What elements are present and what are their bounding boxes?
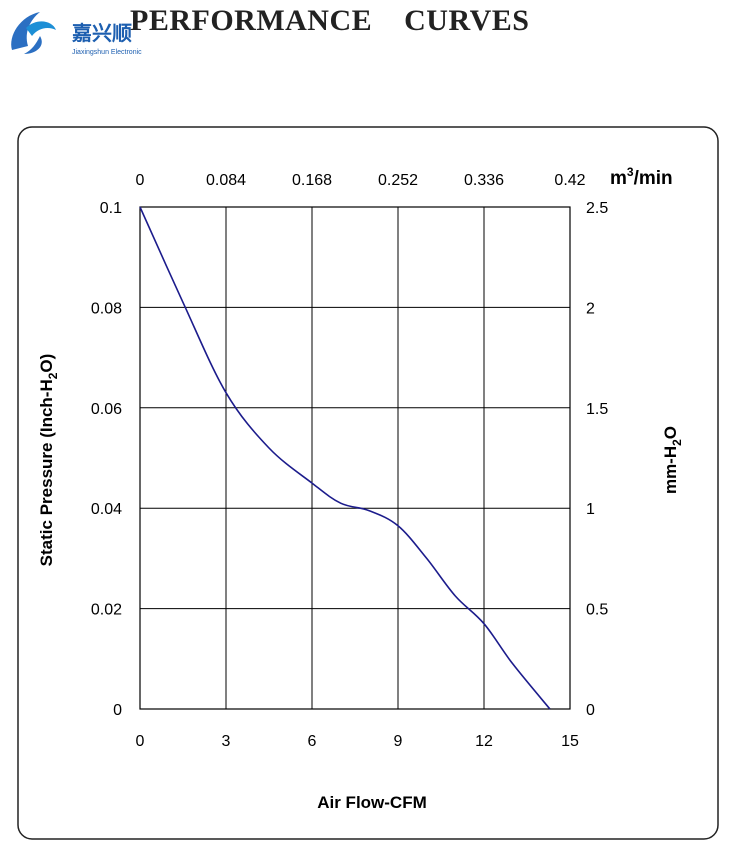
company-logo: 嘉兴顺 Jiaxingshun Electronic [11, 12, 142, 56]
x2-axis-label: m3/min [610, 165, 673, 189]
y-tick-label: 0.08 [91, 300, 122, 317]
x-tick-label: 0 [136, 733, 145, 750]
x-axis-ticks: 0 3 6 9 12 15 [136, 733, 579, 750]
y2-tick-label: 0.5 [586, 602, 608, 619]
x-tick-label: 15 [561, 733, 579, 750]
x2-tick-label: 0.252 [378, 172, 418, 189]
y-axis-label: Static Pressure (Inch-H2O) [37, 354, 60, 567]
chart-grid [140, 207, 570, 709]
y2-tick-label: 2 [586, 300, 595, 317]
y-axis-ticks: 0 0.02 0.04 0.06 0.08 0.1 [91, 200, 122, 719]
pressure-curve [139, 206, 551, 710]
x-tick-label: 12 [475, 733, 493, 750]
x2-tick-label: 0.084 [206, 172, 246, 189]
x2-tick-label: 0.42 [554, 172, 585, 189]
logo-text-en: Jiaxingshun Electronic [72, 49, 142, 56]
plot-area [139, 206, 571, 710]
logo-mark-icon [11, 12, 56, 54]
x-axis-label: Air Flow-CFM [317, 793, 427, 812]
x2-tick-label: 0 [136, 172, 145, 189]
y2-axis-ticks: 0 0.5 1 1.5 2 2.5 [586, 200, 608, 719]
y2-tick-label: 0 [586, 702, 595, 719]
y2-tick-label: 1 [586, 501, 595, 518]
x2-axis-ticks: 0 0.084 0.168 0.252 0.336 0.42 [136, 172, 586, 189]
x-tick-label: 6 [308, 733, 317, 750]
y-tick-label: 0.06 [91, 401, 122, 418]
y2-axis-label: mm-H2O [661, 426, 684, 494]
y-tick-label: 0 [113, 702, 122, 719]
y-tick-label: 0.02 [91, 602, 122, 619]
y-tick-label: 0.1 [100, 200, 122, 217]
x-tick-label: 9 [394, 733, 403, 750]
page-title: PERFORMANCE CURVES [130, 4, 530, 37]
y2-tick-label: 1.5 [586, 401, 608, 418]
x2-tick-label: 0.336 [464, 172, 504, 189]
x-tick-label: 3 [222, 733, 231, 750]
chart-frame [17, 126, 719, 840]
y-tick-label: 0.04 [91, 501, 122, 518]
x2-tick-label: 0.168 [292, 172, 332, 189]
y2-tick-label: 2.5 [586, 200, 608, 217]
logo-text-cn: 嘉兴顺 [71, 21, 132, 45]
